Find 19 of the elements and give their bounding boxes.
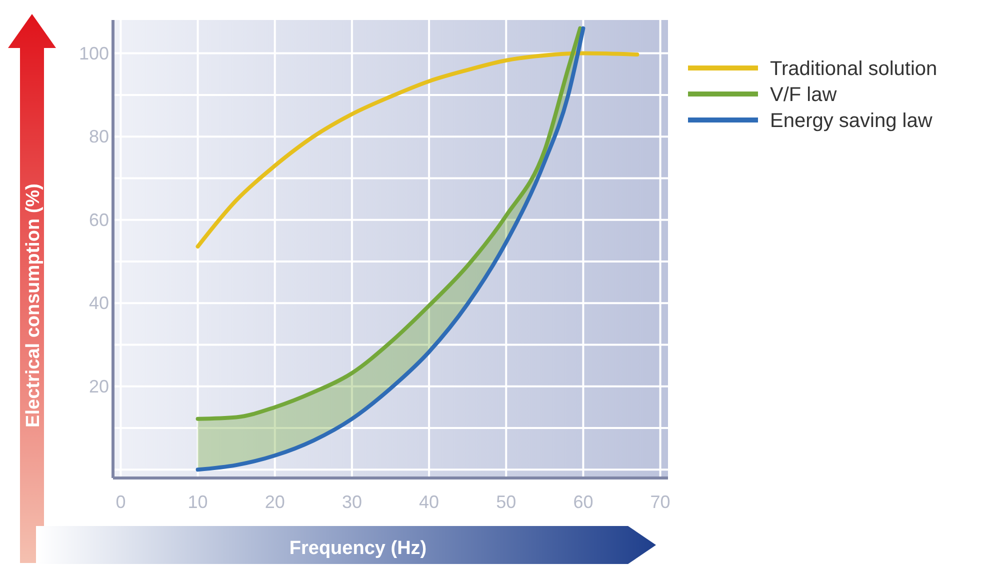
- x-tick-label: 30: [342, 492, 362, 512]
- x-axis-title: Frequency (Hz): [289, 538, 427, 559]
- x-tick-label: 60: [573, 492, 594, 512]
- x-tick-label: 0: [116, 492, 126, 512]
- x-tick-label: 20: [264, 492, 285, 512]
- y-tick-label: 100: [78, 43, 109, 64]
- y-axis-title: Electrical consumption (%): [23, 184, 44, 428]
- legend-label: Energy saving law: [770, 110, 933, 132]
- legend-label: V/F law: [770, 84, 838, 106]
- y-tick-label: 40: [88, 293, 109, 314]
- legend-label: Traditional solution: [770, 58, 938, 80]
- y-tick-label: 60: [88, 210, 109, 230]
- x-tick-label: 50: [496, 492, 516, 512]
- x-tick-label: 40: [419, 492, 440, 512]
- y-tick-label: 20: [88, 376, 109, 396]
- line-series: [196, 51, 640, 248]
- x-tick-label: 10: [188, 492, 208, 512]
- y-tick-label: 80: [88, 126, 109, 147]
- x-tick-label: 70: [650, 492, 670, 512]
